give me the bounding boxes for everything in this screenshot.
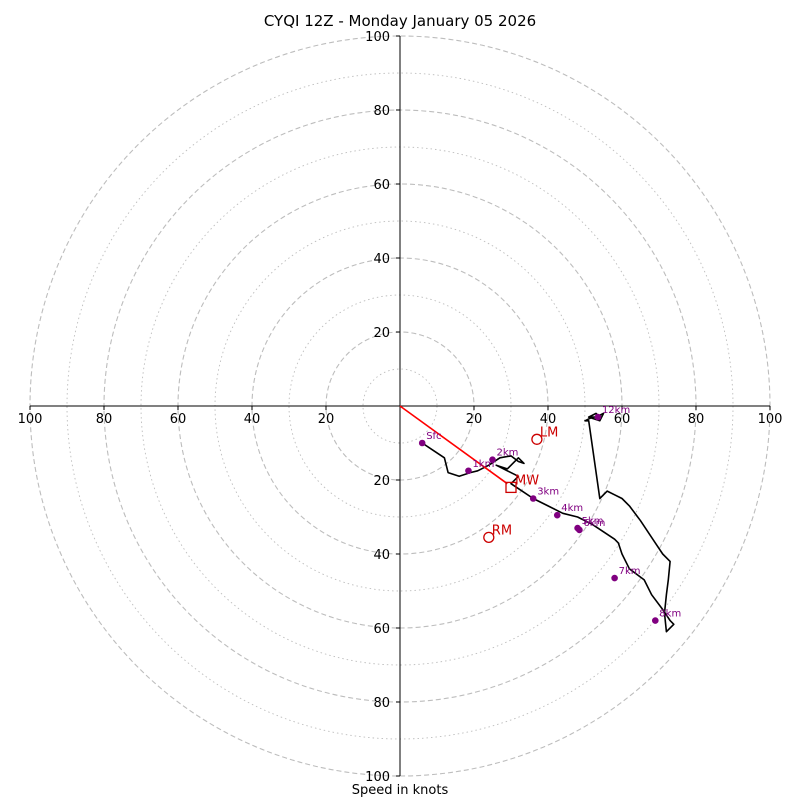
hodograph-trace xyxy=(421,412,675,633)
height-label-8km: 8km xyxy=(659,609,681,620)
x-tick-label: 40 xyxy=(244,412,261,427)
height-point-12km xyxy=(594,413,602,421)
y-tick-label: 80 xyxy=(373,104,390,119)
mean-wind-label: MW xyxy=(515,473,539,488)
storm-motion-LM xyxy=(531,433,543,445)
y-tick-label: 60 xyxy=(373,178,390,193)
y-tick-label: 20 xyxy=(373,326,390,341)
height-label-5km: 5km xyxy=(582,516,604,527)
x-tick-label: 20 xyxy=(466,412,483,427)
y-tick-label: 100 xyxy=(365,30,390,45)
height-point-1km xyxy=(465,467,472,475)
y-tick-label: 40 xyxy=(373,548,390,563)
y-tick-label: 100 xyxy=(365,770,390,785)
mean-wind-marker xyxy=(505,481,517,494)
x-axis-label: Speed in knots xyxy=(351,783,449,798)
chart-title: CYQI 12Z - Monday January 05 2026 xyxy=(263,12,537,30)
height-point-4km xyxy=(553,511,561,519)
x-tick-label: 80 xyxy=(688,412,705,427)
height-point-7km xyxy=(611,574,618,582)
height-label-12km: 12km xyxy=(602,405,630,416)
storm-motion-label-RM: RM xyxy=(492,523,512,538)
height-point-Sfc xyxy=(418,439,426,447)
height-label-1km: 1km xyxy=(472,459,494,470)
height-label-7km: 7km xyxy=(619,566,641,577)
x-tick-label: 60 xyxy=(170,412,187,427)
height-label-6km: 6km xyxy=(583,518,605,529)
y-tick-label: 80 xyxy=(373,696,390,711)
height-point-8km xyxy=(652,617,659,624)
x-tick-label: 100 xyxy=(758,412,783,427)
y-tick-label: 20 xyxy=(373,474,390,489)
x-tick-label: 60 xyxy=(614,412,631,427)
height-label-4km: 4km xyxy=(561,503,583,514)
x-tick-label: 40 xyxy=(540,412,557,427)
storm-motion-RM xyxy=(483,531,495,543)
shear-vector xyxy=(399,405,508,485)
height-point-2km xyxy=(489,456,496,463)
y-tick-label: 40 xyxy=(373,252,390,267)
x-tick-label: 80 xyxy=(96,412,113,427)
height-label-3km: 3km xyxy=(537,487,559,498)
storm-motion-label-LM: LM xyxy=(540,425,558,440)
height-point-3km xyxy=(529,495,537,502)
x-tick-label: 100 xyxy=(18,412,43,427)
x-tick-label: 20 xyxy=(318,412,335,427)
height-label-2km: 2km xyxy=(497,448,519,459)
height-label-Sfc: Sfc xyxy=(426,431,441,442)
height-point-6km xyxy=(576,526,583,534)
y-tick-label: 60 xyxy=(373,622,390,637)
